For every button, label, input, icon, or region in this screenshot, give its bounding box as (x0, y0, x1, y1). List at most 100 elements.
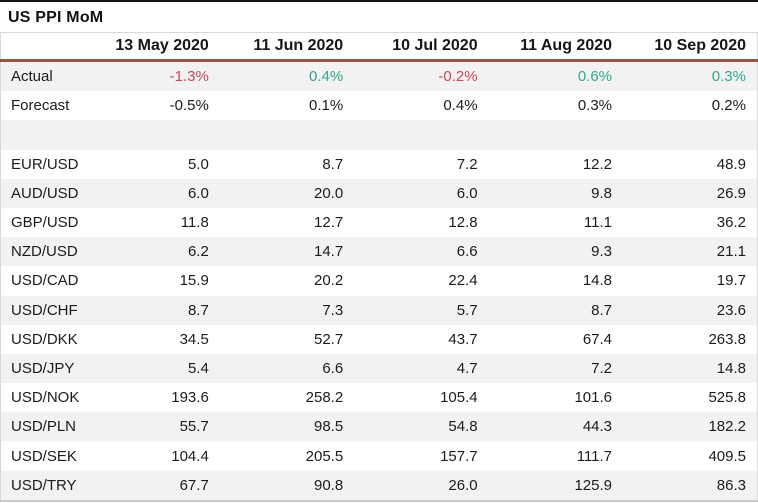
row-label: Actual (11, 68, 53, 86)
table-row: USD/TRY 67.7 90.8 26.0 125.9 86.3 (0, 470, 758, 501)
cell: 7.2 (591, 359, 613, 377)
row-label: GBP/USD (11, 214, 79, 232)
cell: 5.0 (187, 155, 209, 173)
cell: 55.7 (179, 418, 209, 436)
cell: 36.2 (716, 214, 746, 232)
cell: 15.9 (179, 272, 209, 290)
forecast-value: -0.5% (169, 97, 209, 115)
forecast-value: 0.4% (443, 97, 478, 115)
row-label: USD/TRY (11, 476, 77, 494)
row-label: USD/PLN (11, 418, 77, 436)
cell: 12.8 (448, 214, 478, 232)
cell: 8.7 (322, 155, 344, 173)
cell: 98.5 (314, 418, 344, 436)
column-header-date: 11 Aug 2020 (488, 32, 624, 62)
cell: 26.0 (448, 476, 478, 494)
cell: 22.4 (448, 272, 478, 290)
row-label: USD/CHF (11, 301, 78, 319)
cell: 125.9 (574, 476, 613, 494)
column-header-date: 11 Jun 2020 (219, 32, 355, 62)
table-row: USD/PLN 55.7 98.5 54.8 44.3 182.2 (0, 412, 758, 442)
cell: 43.7 (448, 330, 478, 348)
table-row: USD/CAD 15.9 20.2 22.4 14.8 19.7 (1, 266, 758, 295)
cell: 182.2 (708, 418, 746, 436)
cell: 5.7 (456, 301, 478, 319)
cell: 23.6 (716, 301, 746, 319)
table-row: NZD/USD 6.2 14.7 6.6 9.3 21.1 (0, 237, 758, 267)
forecast-value: 0.1% (309, 97, 344, 115)
row-label: NZD/USD (11, 243, 78, 261)
corner-cell (0, 32, 97, 62)
cell: 67.7 (179, 476, 209, 494)
actual-value: 0.4% (309, 68, 344, 86)
spacer-row (0, 120, 758, 150)
cell: 67.4 (582, 330, 613, 348)
cell: 8.7 (187, 301, 209, 319)
cell: 12.7 (314, 214, 344, 232)
cell: 14.7 (314, 243, 344, 261)
table-row: USD/CHF 8.7 7.3 5.7 8.7 23.6 (0, 295, 758, 325)
cell: 44.3 (582, 418, 613, 436)
cell: 7.2 (456, 155, 478, 173)
cell: 11.8 (180, 214, 209, 232)
page-title: US PPI MoM (8, 9, 104, 26)
cell: 6.0 (456, 184, 478, 202)
cell: 4.7 (456, 359, 478, 377)
row-label: USD/CAD (11, 272, 79, 290)
table-row-actual: Actual -1.3% 0.4% -0.2% 0.6% 0.3% (0, 60, 758, 92)
spacer-cell (1, 120, 758, 149)
table-row: USD/SEK 104.4 205.5 157.7 111.7 409.5 (1, 441, 758, 470)
cell: 258.2 (305, 389, 344, 407)
cell: 6.0 (187, 184, 209, 202)
table-header-row: 13 May 2020 11 Jun 2020 10 Jul 2020 11 A… (0, 32, 758, 62)
row-label: EUR/USD (11, 155, 79, 173)
cell: 21.1 (716, 243, 746, 261)
cell: 6.2 (187, 243, 209, 261)
cell: 12.2 (582, 155, 613, 173)
row-label: USD/JPY (11, 359, 75, 377)
actual-value: 0.3% (711, 68, 746, 86)
row-label: Forecast (11, 97, 70, 115)
cell: 11.1 (583, 214, 613, 232)
cell: 9.3 (591, 243, 613, 261)
table-row: AUD/USD 6.0 20.0 6.0 9.8 26.9 (0, 178, 758, 208)
cell: 19.7 (716, 272, 746, 290)
cell: 6.6 (456, 243, 478, 261)
cell: 14.8 (582, 272, 613, 290)
cell: 5.4 (187, 359, 209, 377)
column-header-date: 10 Sep 2020 (623, 32, 758, 62)
row-label: USD/DKK (11, 330, 78, 348)
column-header-date: 10 Jul 2020 (354, 32, 489, 62)
table-row: USD/NOK 193.6 258.2 105.4 101.6 525.8 (1, 383, 758, 412)
cell: 409.5 (708, 447, 746, 465)
cell: 34.5 (179, 330, 209, 348)
cell: 101.6 (574, 389, 613, 407)
cell: 263.8 (708, 330, 746, 348)
cell: 20.2 (314, 272, 344, 290)
cell: 193.6 (171, 389, 209, 407)
column-header-date: 13 May 2020 (96, 32, 220, 62)
table-row-forecast: Forecast -0.5% 0.1% 0.4% 0.3% 0.2% (1, 91, 758, 120)
cell: 157.7 (440, 447, 478, 465)
row-label: AUD/USD (11, 184, 79, 202)
cell: 26.9 (716, 184, 746, 202)
cell: 9.8 (591, 184, 613, 202)
table-row: USD/DKK 34.5 52.7 43.7 67.4 263.8 (1, 325, 758, 354)
cell: 20.0 (314, 184, 344, 202)
row-label: USD/SEK (11, 447, 77, 465)
table-row: GBP/USD 11.8 12.7 12.8 11.1 36.2 (1, 208, 758, 237)
cell: 205.5 (305, 447, 344, 465)
volatility-table: 13 May 2020 11 Jun 2020 10 Jul 2020 11 A… (0, 32, 758, 502)
actual-value: 0.6% (577, 68, 613, 86)
cell: 86.3 (716, 476, 746, 494)
top-divider (0, 0, 758, 2)
cell: 54.8 (448, 418, 478, 436)
actual-value: -1.3% (169, 68, 209, 86)
cell: 111.7 (576, 447, 613, 465)
actual-value: -0.2% (438, 68, 478, 86)
cell: 105.4 (440, 389, 478, 407)
cell: 6.6 (322, 359, 344, 377)
row-label: USD/NOK (11, 389, 80, 407)
cell: 8.7 (591, 301, 613, 319)
